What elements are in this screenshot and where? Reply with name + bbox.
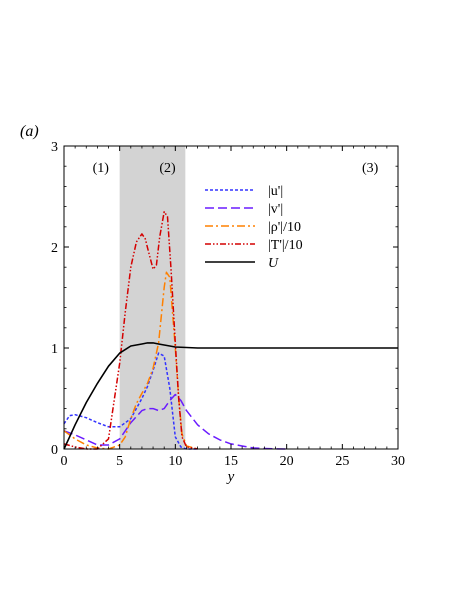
x-tick-label: 20 (280, 454, 294, 469)
legend-label: |ρ'|/10 (268, 220, 301, 235)
x-tick-label: 10 (168, 454, 182, 469)
x-tick-label: 30 (391, 454, 405, 469)
plot-frame (63, 145, 399, 450)
shaded-region (119, 146, 186, 449)
legend-label: |v'| (268, 202, 283, 217)
y-tick-label: 0 (51, 443, 58, 458)
y-tick-label: 2 (51, 241, 58, 256)
tick-layer: 0 5 10 15 20 25 30 0 1 2 3 (51, 140, 405, 469)
x-tick-label: 0 (61, 454, 68, 469)
x-tick-label: 5 (116, 454, 123, 469)
panel-label: (a) (20, 123, 39, 140)
series-line (63, 352, 198, 450)
legend-label: U (268, 256, 279, 271)
region-label-layer: (1) (2) (3) (93, 161, 379, 176)
legend-label: |u'| (268, 184, 283, 199)
y-tick-label: 3 (51, 140, 58, 155)
y-tick-label: 1 (51, 342, 58, 357)
region-label: (3) (362, 161, 379, 176)
region-label: (2) (159, 161, 176, 176)
x-axis-label: y (226, 469, 235, 485)
shaded-region-layer (119, 146, 186, 449)
x-tick-label: 15 (224, 454, 238, 469)
series-line (63, 393, 287, 450)
legend: |u'| |v'| |ρ'|/10 |T'|/10 U (205, 184, 303, 271)
x-tick-label: 25 (335, 454, 349, 469)
series-layer (63, 210, 398, 450)
region-label: (1) (93, 161, 110, 176)
legend-label: |T'|/10 (268, 238, 303, 253)
series-line (63, 342, 398, 450)
